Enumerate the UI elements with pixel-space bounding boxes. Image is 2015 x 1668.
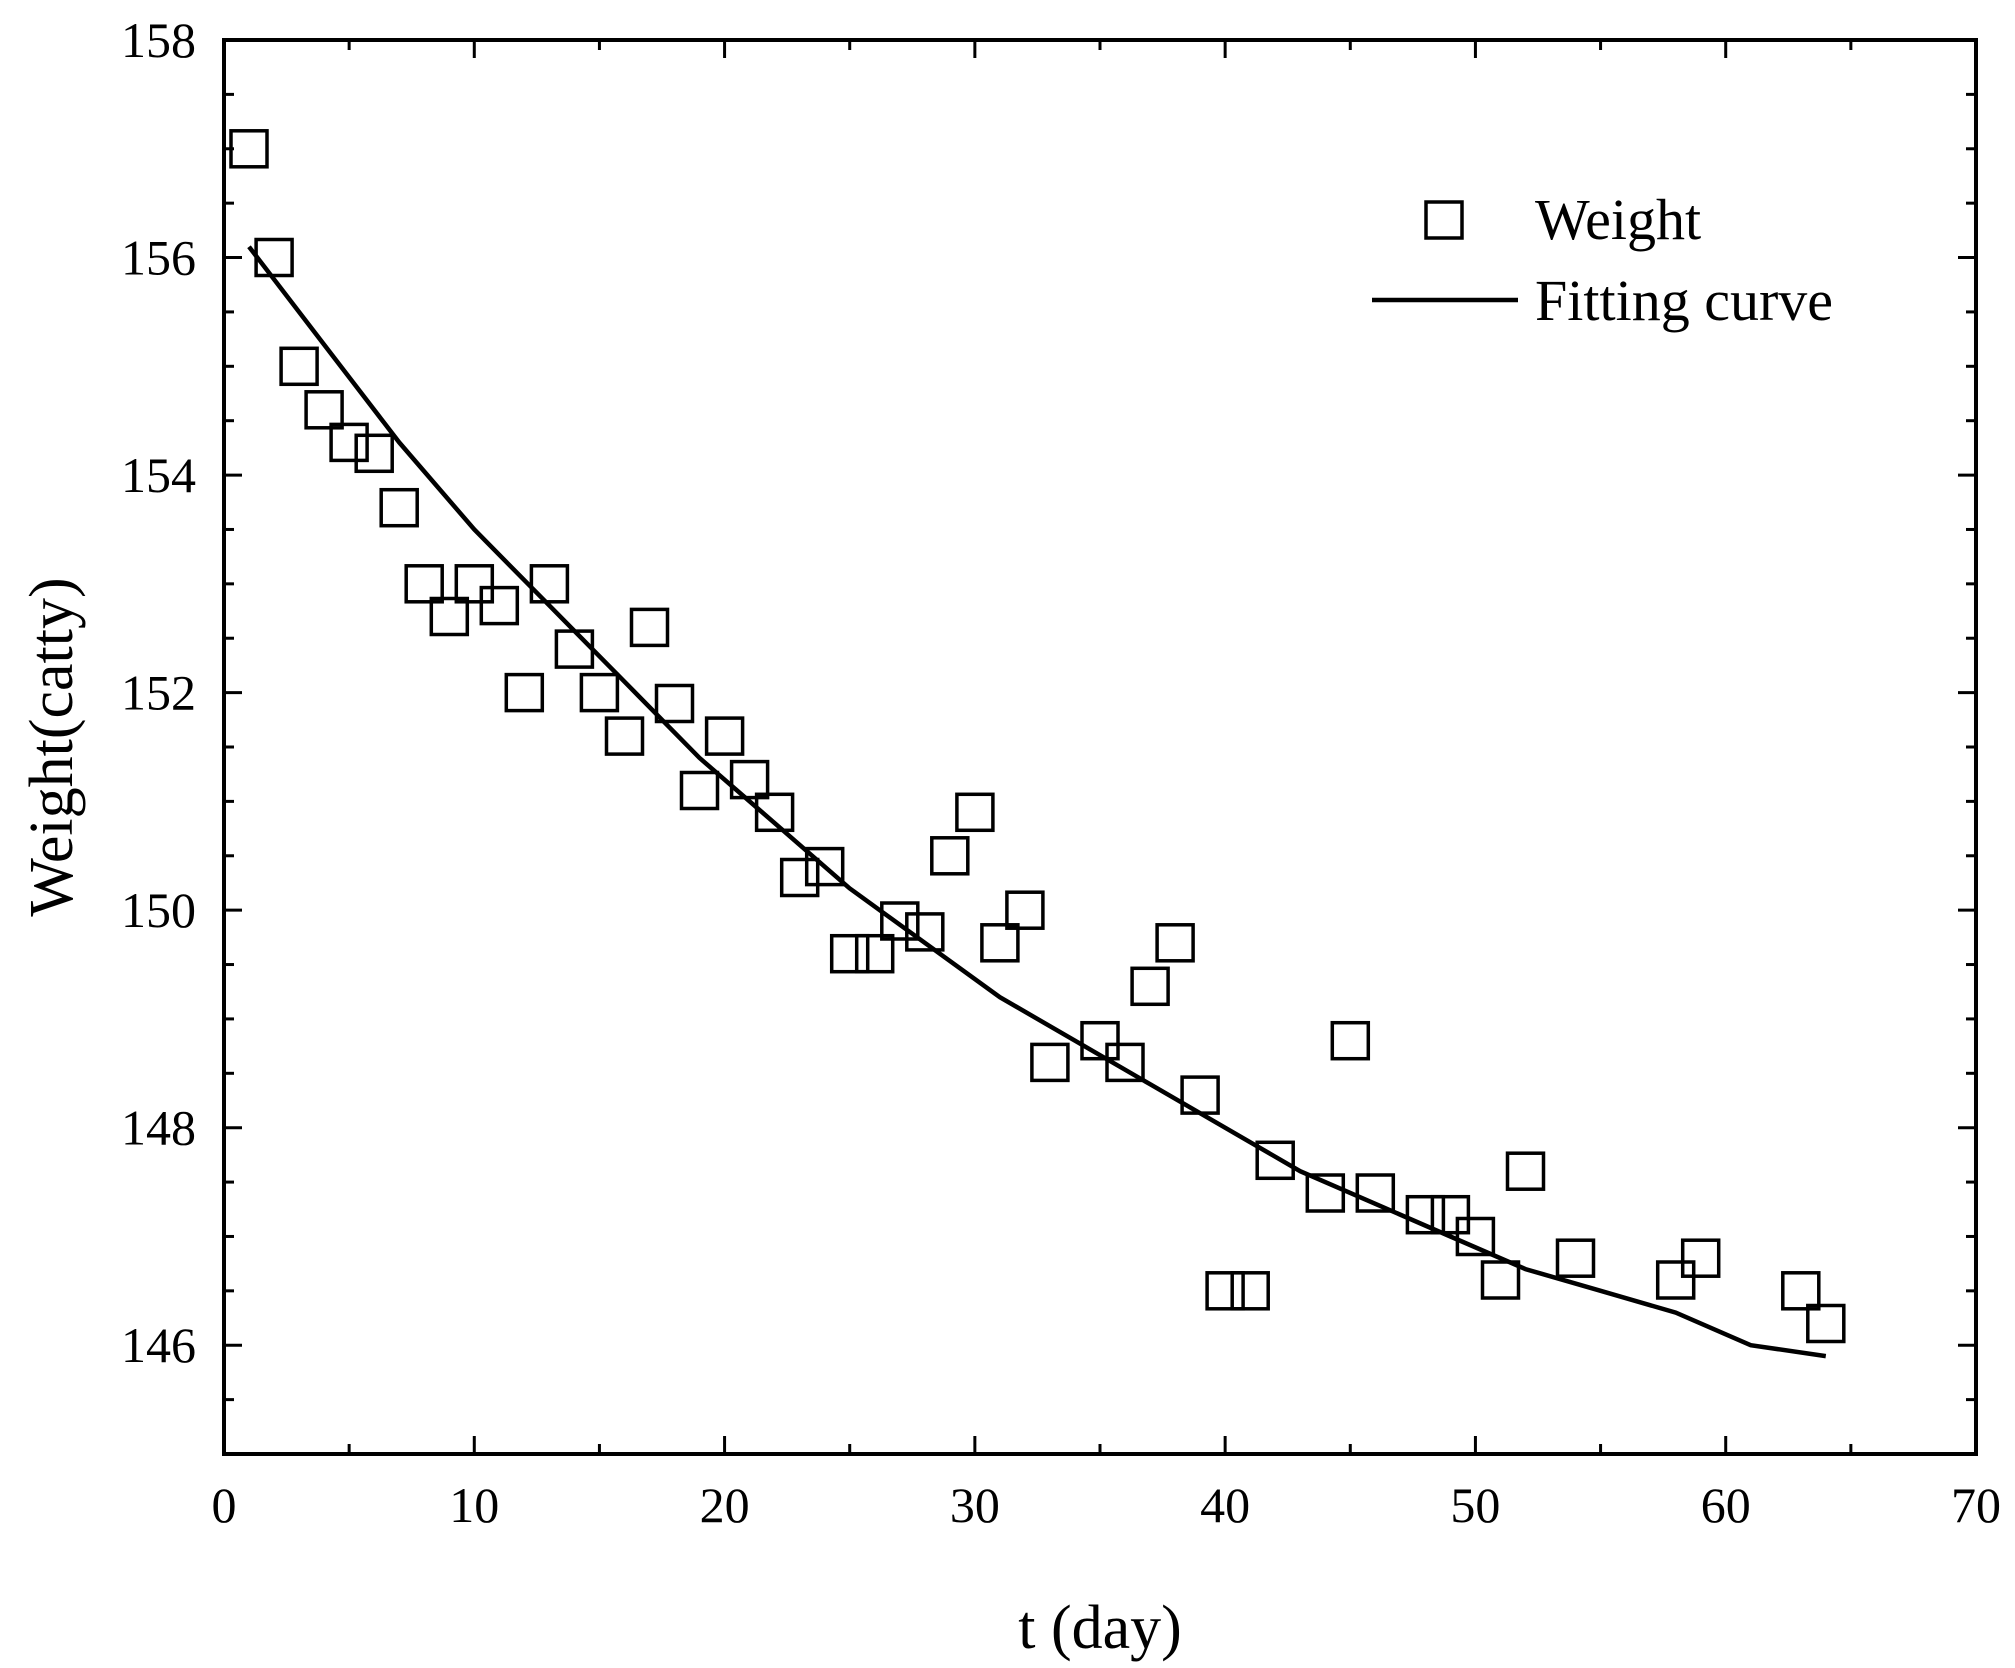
weight-point <box>629 607 670 648</box>
weight-point <box>654 683 695 724</box>
weight-point <box>955 792 995 833</box>
x-tick-label: 50 <box>1450 1477 1500 1533</box>
weight-point <box>679 770 720 811</box>
x-tick-label: 30 <box>950 1477 1000 1533</box>
weight-point <box>554 629 595 669</box>
weight-point <box>1355 1173 1396 1213</box>
x-tick-label: 10 <box>449 1477 499 1533</box>
weight-point <box>1405 1194 1446 1235</box>
weight-point <box>704 716 745 756</box>
weight-point <box>404 564 444 604</box>
y-tick-label: 146 <box>121 1317 196 1373</box>
weight-point <box>254 237 294 278</box>
weight-point <box>1030 1042 1070 1083</box>
weight-markers <box>229 129 1846 1344</box>
weight-point <box>1655 1260 1696 1300</box>
weight-point <box>504 672 545 713</box>
weight-point <box>454 564 495 604</box>
weight-point <box>1330 1020 1371 1061</box>
weight-point <box>479 585 520 626</box>
weight-point <box>1130 966 1170 1007</box>
weight-point <box>729 759 770 800</box>
weight-point <box>1430 1194 1471 1235</box>
weight-point <box>905 912 945 952</box>
weight-point <box>779 857 820 898</box>
weight-point <box>429 596 470 637</box>
weight-point <box>379 487 419 528</box>
weight-point <box>1080 1020 1120 1061</box>
weight-point <box>579 672 620 713</box>
weight-point <box>1781 1271 1821 1311</box>
x-tick-label: 40 <box>1200 1477 1250 1533</box>
y-tick-label: 150 <box>121 882 196 938</box>
tick-labels: 0 10 20 30 40 50 60 70 146 148 150 152 154 156 158 <box>121 12 2001 1533</box>
weight-point <box>1230 1271 1270 1311</box>
x-axis-title: t (day) <box>1018 1594 1182 1662</box>
weight-point <box>1255 1140 1295 1181</box>
weight-point <box>1205 1271 1245 1311</box>
weight-point <box>304 390 344 430</box>
legend-weight-marker <box>1424 200 1464 240</box>
weight-point <box>1505 1151 1546 1191</box>
weight-point <box>1155 923 1195 963</box>
y-tick-label: 152 <box>121 665 196 721</box>
axis-ticks <box>222 38 1978 1456</box>
weight-point <box>1455 1216 1496 1257</box>
weight-point <box>1480 1260 1521 1300</box>
weight-point <box>1180 1075 1220 1115</box>
x-tick-label: 0 <box>212 1477 237 1533</box>
x-tick-label: 60 <box>1701 1477 1751 1533</box>
weight-point <box>880 901 920 941</box>
weight-point <box>1105 1042 1145 1083</box>
legend-fit-label: Fitting curve <box>1535 268 1833 333</box>
legend-weight-label: Weight <box>1535 187 1701 252</box>
weight-point <box>529 564 570 604</box>
weight-point <box>854 933 895 974</box>
fitting-curve-line <box>247 245 1827 1359</box>
y-axis-title: Weight(catty) <box>18 577 86 916</box>
y-tick-label: 154 <box>121 447 196 503</box>
weight-point <box>1555 1238 1596 1278</box>
legend: Weight Fitting curve <box>1372 187 1833 333</box>
x-tick-label: 20 <box>700 1477 750 1533</box>
weight-point <box>329 422 369 463</box>
weight-point <box>754 792 795 833</box>
weight-point <box>1680 1238 1721 1278</box>
weight-point <box>980 923 1020 963</box>
weight-point <box>804 846 845 887</box>
weight-point <box>229 129 269 169</box>
y-tick-label: 158 <box>121 12 196 68</box>
weight-point <box>1806 1303 1846 1344</box>
x-tick-label: 70 <box>1951 1477 2001 1533</box>
weight-point <box>1305 1173 1346 1213</box>
y-tick-label: 156 <box>121 230 196 286</box>
weight-point <box>930 836 970 876</box>
y-tick-label: 148 <box>121 1100 196 1156</box>
weight-point <box>279 346 319 387</box>
weight-point <box>1005 890 1045 930</box>
weight-point <box>604 716 645 756</box>
weight-point <box>354 433 394 474</box>
weight-point <box>829 933 870 974</box>
